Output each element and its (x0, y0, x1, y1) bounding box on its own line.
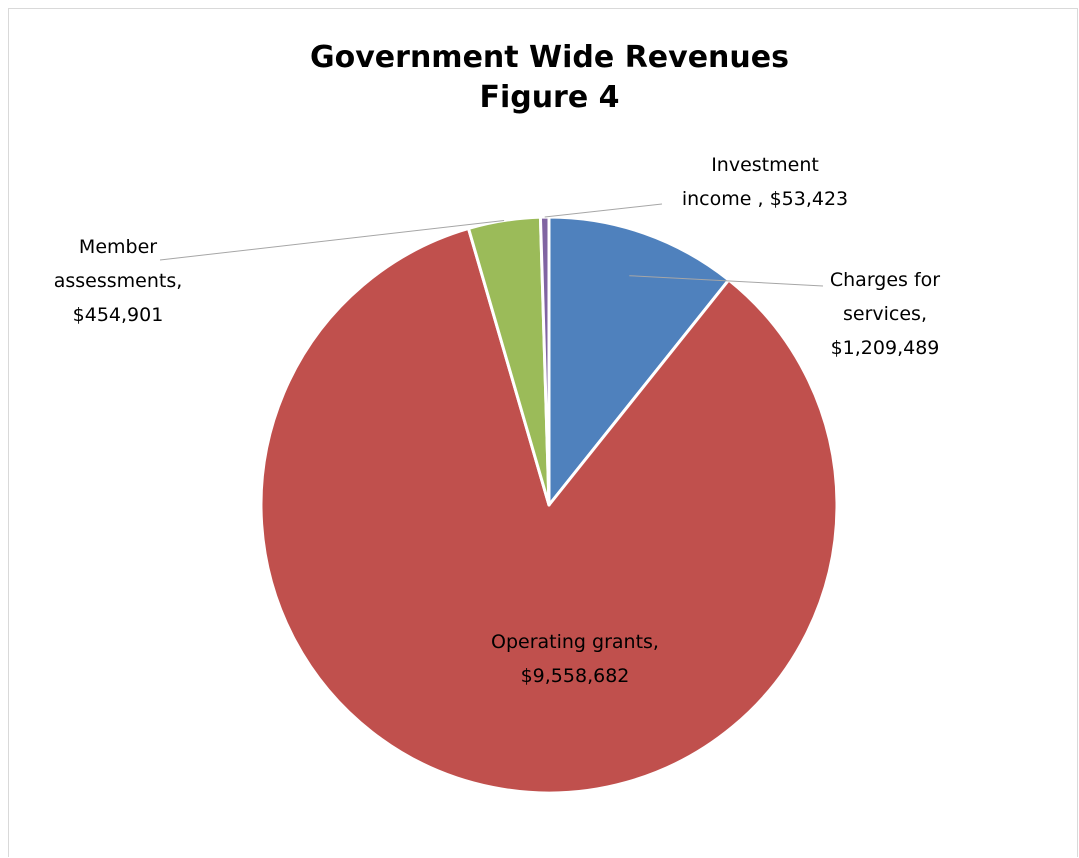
data-label-4: Investment income , $53,423 (682, 154, 848, 210)
data-label-line: Member (79, 236, 157, 258)
pie-slice-2 (259, 226, 839, 795)
data-label-line: Operating grants, (491, 631, 659, 653)
data-label-line: $1,209,489 (831, 337, 940, 359)
data-label-line: income , $53,423 (682, 188, 848, 210)
chart-subtitle: Figure 4 (479, 80, 620, 115)
data-label-3: Member assessments, $454,901 (54, 236, 183, 326)
data-label-line: Charges for (830, 269, 940, 291)
data-label-line: $454,901 (73, 304, 164, 326)
chart-area (8, 8, 1078, 857)
leader-lines (159, 203, 824, 287)
leader-line-2 (159, 220, 505, 261)
data-labels: Charges for services, $1,209,489 Operating … (54, 154, 941, 687)
data-label-1: Charges for services, $1,209,489 (830, 269, 940, 359)
data-label-line: Investment (711, 154, 819, 176)
pie-slice-1 (547, 215, 731, 507)
data-label-line: services, (843, 303, 927, 325)
chart-title: Government Wide Revenues (310, 40, 789, 75)
data-label-2: Operating grants, $9,558,682 (491, 631, 659, 687)
data-label-line: $9,558,682 (521, 665, 630, 687)
pie-slices (259, 215, 839, 795)
leader-line-1 (629, 275, 824, 287)
chart-title-block: Government Wide Revenues Figure 4 (0, 38, 1079, 118)
data-label-line: assessments, (54, 270, 183, 292)
leader-line-3 (544, 203, 663, 218)
